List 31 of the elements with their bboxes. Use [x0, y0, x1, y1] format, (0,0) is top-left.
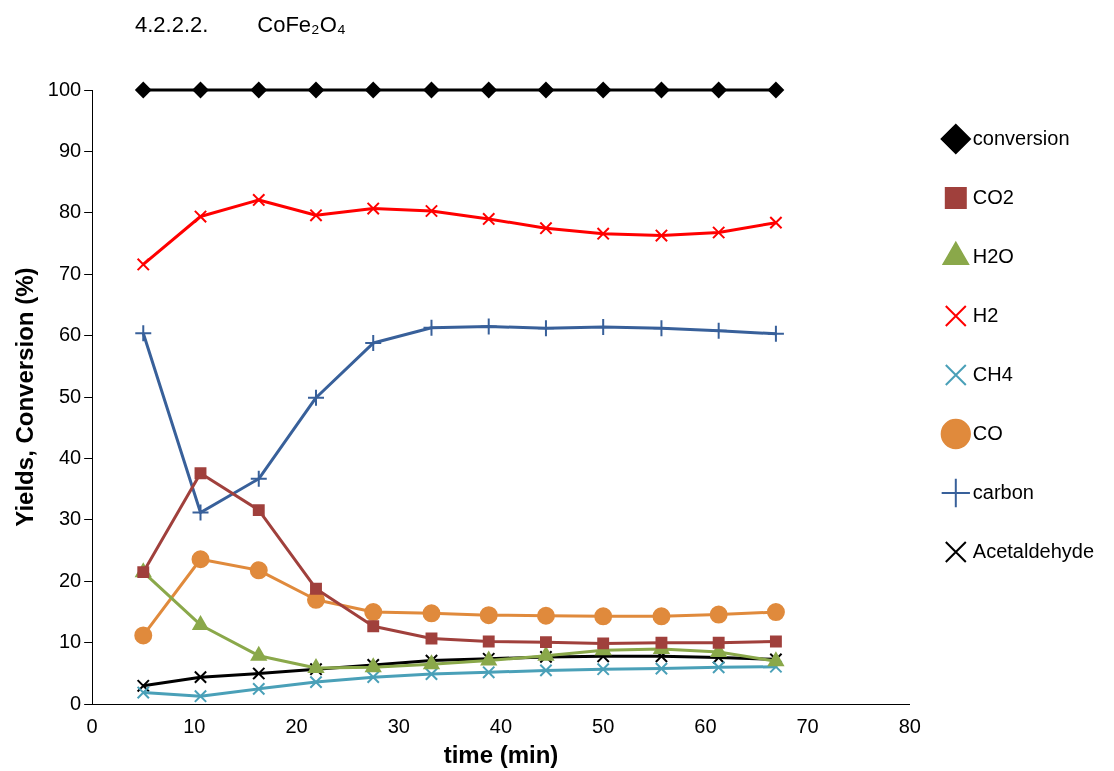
legend-label: H2	[972, 303, 999, 326]
legend-label: CO2	[972, 185, 1014, 208]
y-tick-label: 10	[58, 630, 82, 653]
y-tick-label: 80	[58, 200, 82, 223]
y-tick-label: 90	[58, 138, 82, 161]
x-tick-label: 60	[694, 714, 717, 737]
legend-label: H2O	[972, 244, 1014, 267]
chart-title: 4.2.2.2. CoFe₂O₄	[135, 12, 346, 38]
x-tick-label: 40	[489, 714, 513, 737]
y-tick-label: 30	[58, 507, 82, 530]
y-axis-title: Yields, Conversion (%)	[11, 267, 39, 527]
legend-label: conversion	[972, 126, 1070, 149]
x-tick-label: 70	[796, 714, 819, 737]
x-tick-label: 50	[592, 714, 615, 737]
x-axis-title: time (min)	[443, 741, 559, 769]
x-tick-label: 0	[86, 714, 98, 737]
y-tick-label: 100	[47, 77, 82, 100]
y-tick-label: 20	[58, 568, 82, 591]
y-tick-label: 0	[70, 691, 82, 714]
x-tick-label: 10	[183, 714, 206, 737]
legend-label: CH4	[972, 362, 1013, 385]
y-tick-label: 70	[58, 261, 82, 284]
x-tick-label: 20	[285, 714, 308, 737]
y-tick-label: 60	[58, 323, 82, 346]
y-tick-label: 50	[58, 384, 82, 407]
legend-label: Acetaldehyde	[972, 539, 1094, 562]
legend-label: CO	[972, 421, 1003, 444]
y-tick-label: 40	[58, 446, 82, 469]
legend-label: carbon	[972, 480, 1034, 503]
x-tick-label: 80	[898, 714, 921, 737]
x-tick-label: 30	[387, 714, 410, 737]
